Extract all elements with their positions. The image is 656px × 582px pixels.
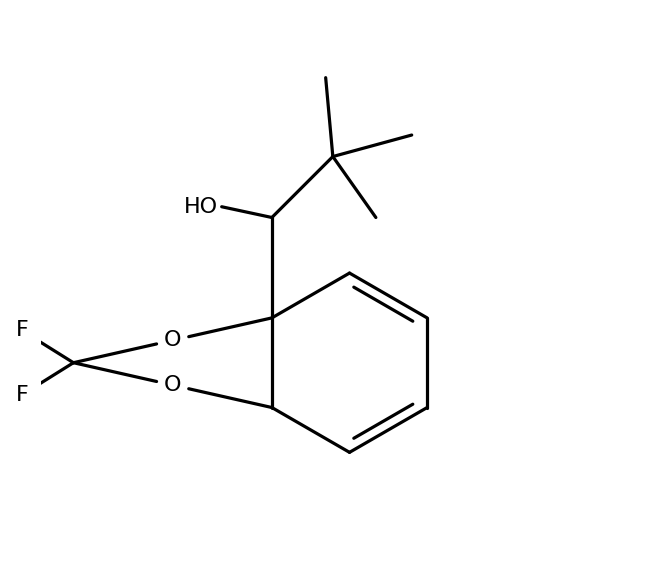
Text: F: F: [16, 385, 28, 405]
Text: F: F: [16, 321, 28, 340]
Text: O: O: [164, 331, 182, 350]
Text: HO: HO: [184, 197, 218, 217]
Text: O: O: [164, 375, 182, 395]
